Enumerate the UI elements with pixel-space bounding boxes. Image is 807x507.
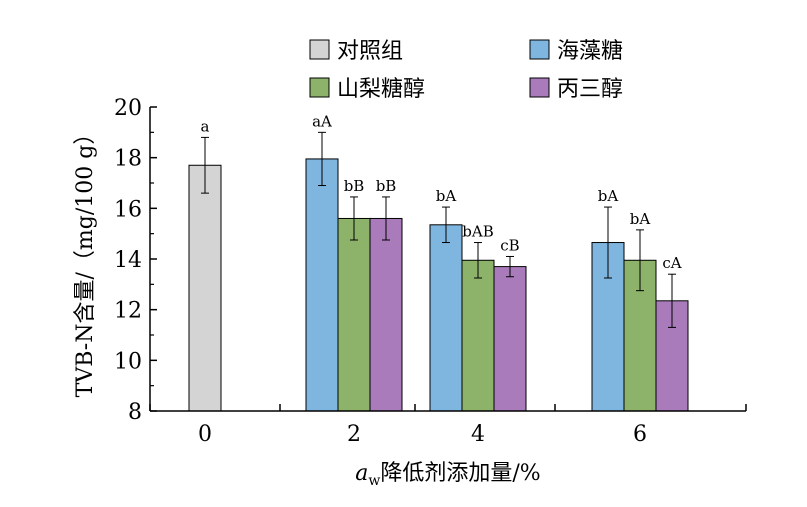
plot-area: a aA bB bB bA bAB cB bA bA cA — [188, 112, 689, 412]
legend-label: 对照组 — [337, 39, 403, 64]
x-tick-label: 2 — [347, 422, 361, 447]
legend-swatch — [309, 77, 330, 98]
x-tick-label: 6 — [633, 422, 647, 447]
x-axis-title: aw降低剂添加量/% — [355, 461, 540, 489]
legend-swatch — [529, 39, 550, 60]
legend-swatch — [529, 77, 550, 98]
significance-label: bAB — [462, 223, 493, 241]
axes: 8 10 12 14 16 18 20 0 2 4 6 — [114, 96, 747, 447]
y-tick-label: 8 — [128, 400, 142, 425]
legend-label: 山梨糖醇 — [337, 77, 425, 102]
significance-label: a — [201, 117, 210, 135]
significance-label: bA — [630, 210, 651, 228]
y-tick-label: 14 — [114, 248, 142, 273]
bar — [461, 259, 495, 412]
x-tick-label: 4 — [471, 422, 485, 447]
y-tick-label: 10 — [114, 349, 142, 374]
significance-label: aA — [312, 112, 332, 130]
y-tick-label: 20 — [114, 96, 142, 121]
y-axis-title: TVB-N含量/（mg/100 g） — [73, 123, 98, 398]
bar — [188, 164, 222, 412]
significance-label: bB — [344, 177, 365, 195]
significance-label: bA — [436, 187, 457, 205]
bar — [305, 158, 339, 412]
bar — [369, 217, 403, 412]
significance-label: cA — [662, 254, 681, 272]
significance-label: bB — [376, 177, 397, 195]
y-tick-label: 18 — [114, 147, 142, 172]
significance-label: cB — [500, 236, 519, 254]
bar — [337, 217, 371, 412]
legend-label: 丙三醇 — [557, 77, 623, 102]
bar — [493, 266, 527, 412]
legend-label: 海藻糖 — [557, 39, 623, 64]
y-tick-label: 16 — [114, 197, 142, 222]
bar — [429, 224, 463, 412]
legend-swatch — [309, 39, 330, 60]
y-tick-label: 12 — [114, 299, 142, 324]
x-tick-label: 0 — [198, 422, 212, 447]
significance-label: bA — [598, 187, 619, 205]
